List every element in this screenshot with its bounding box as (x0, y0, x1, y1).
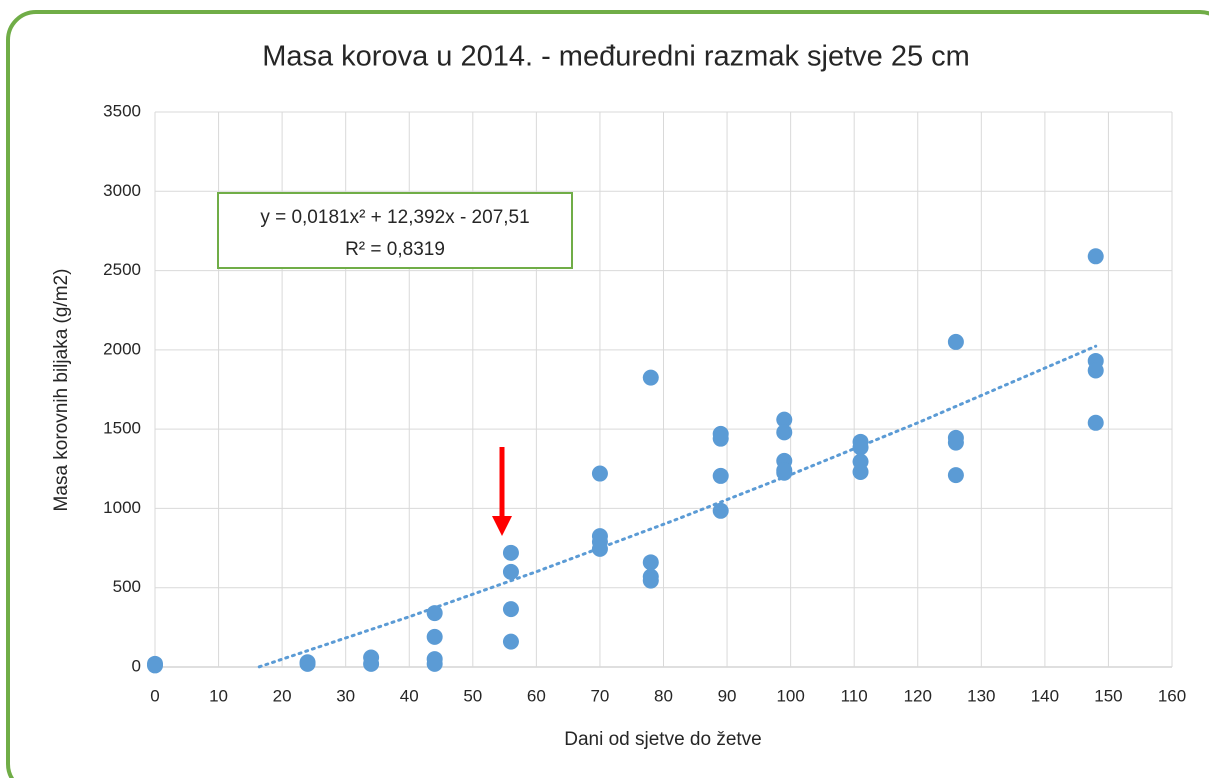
y-tick-label: 3000 (103, 181, 141, 200)
data-point (776, 464, 793, 481)
data-point (776, 424, 793, 441)
y-tick-label: 0 (132, 656, 141, 675)
x-tick-label: 140 (1031, 686, 1059, 705)
x-tick-label: 130 (967, 686, 995, 705)
data-point (426, 605, 443, 622)
y-tick-label: 1500 (103, 419, 141, 438)
data-point (642, 572, 659, 589)
y-tick-label: 2000 (103, 339, 141, 358)
data-point (147, 657, 163, 674)
data-point (947, 467, 964, 484)
x-tick-label: 40 (400, 686, 419, 705)
data-point (712, 467, 729, 484)
data-point (947, 434, 964, 451)
y-axis-label: Masa korovnih biljaka (g/m2) (51, 269, 72, 512)
y-tick-label: 3500 (103, 101, 141, 120)
x-tick-label: 70 (590, 686, 609, 705)
data-point (642, 554, 659, 571)
x-tick-label: 80 (654, 686, 673, 705)
x-tick-label: 160 (1158, 686, 1186, 705)
data-point (642, 369, 659, 386)
r-squared: R² = 0,8319 (345, 239, 445, 260)
data-point (852, 463, 869, 480)
x-tick-label: 110 (841, 686, 868, 705)
trendline (257, 344, 1098, 669)
data-point (363, 655, 380, 672)
grid: 0 500 1000 1500 2000 2500 3000 3500 0 10 20 30 40 50 6… (103, 101, 1186, 705)
chart-border (6, 10, 1209, 783)
x-tick-label: 20 (273, 686, 292, 705)
data-point (426, 655, 443, 672)
data-point (502, 601, 519, 618)
data-point (299, 655, 316, 672)
data-point (502, 633, 519, 650)
x-tick-label: 30 (336, 686, 355, 705)
x-tick-label: 60 (527, 686, 546, 705)
x-tick-label: 0 (150, 686, 159, 705)
x-tick-label: 10 (209, 686, 228, 705)
data-point (712, 502, 729, 519)
x-tick-label: 50 (463, 686, 482, 705)
equation-box (217, 192, 573, 269)
data-point (1087, 362, 1104, 379)
x-tick-label: 120 (904, 686, 932, 705)
y-tick-label: 2500 (103, 260, 141, 279)
x-tick-label: 90 (718, 686, 737, 705)
data-point (1087, 248, 1104, 265)
marks (147, 248, 1104, 674)
arrow-head (492, 516, 512, 536)
data-point (712, 430, 729, 447)
data-point (426, 628, 443, 645)
data-point (591, 465, 608, 482)
x-tick-label: 100 (776, 686, 804, 705)
x-axis-label: Dani od sjetve do žetve (564, 729, 762, 750)
y-tick-label: 500 (113, 577, 141, 596)
data-point (947, 333, 964, 350)
data-point (776, 411, 793, 428)
data-point (1087, 414, 1104, 431)
data-point (591, 540, 608, 557)
data-point (852, 439, 869, 456)
y-tick-label: 1000 (103, 498, 141, 517)
data-point (502, 544, 519, 561)
chart-title: Masa korova u 2014. - međuredni razmak s… (262, 41, 970, 73)
x-tick-label: 150 (1094, 686, 1122, 705)
data-point (502, 563, 519, 580)
equation: y = 0,0181x² + 12,392x - 207,51 (260, 207, 529, 228)
